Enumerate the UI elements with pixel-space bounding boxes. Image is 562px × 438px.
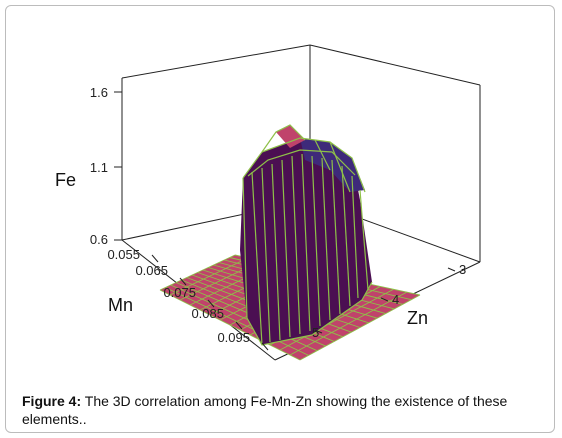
zn-tick-1: 3: [459, 262, 466, 277]
mn-tick-3: 0.075: [163, 285, 196, 300]
fe-tick-1: 1.6: [90, 85, 108, 100]
mn-tick-5: 0.095: [217, 330, 250, 345]
mn-tick-1: 0.055: [107, 247, 140, 262]
mn-axis-title: Mn: [108, 295, 133, 315]
caption-label: Figure 4:: [22, 393, 82, 409]
fe-tick-3: 0.6: [90, 232, 108, 247]
tick-marks: [114, 91, 456, 351]
floor-grid-line: [279, 288, 394, 351]
zn-tick-2: 4: [392, 292, 399, 307]
surface: [240, 124, 373, 346]
mn-tick-4: 0.085: [191, 306, 224, 321]
fe-axis-title: Fe: [55, 170, 76, 190]
mn-tick-2: 0.065: [135, 263, 168, 278]
floor-grid-line: [289, 291, 407, 356]
figure-caption: Figure 4: The 3D correlation among Fe-Mn…: [22, 392, 547, 428]
zn-tick-3: 5: [312, 325, 319, 340]
floor-grid-line: [299, 294, 421, 361]
zn-axis-title: Zn: [407, 308, 428, 328]
caption-text: The 3D correlation among Fe-Mn-Zn showin…: [22, 393, 508, 427]
fe-tick-2: 1.1: [90, 160, 108, 175]
